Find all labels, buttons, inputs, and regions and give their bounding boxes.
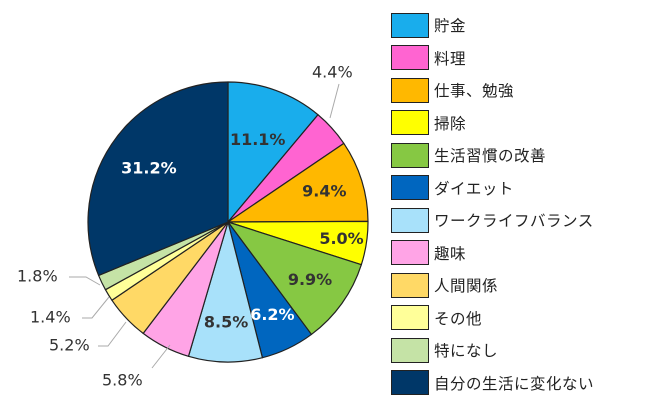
legend-item: 人間関係 bbox=[391, 269, 661, 302]
legend-swatch bbox=[391, 142, 429, 168]
pie-label-3: 9.4% bbox=[302, 182, 346, 201]
pie-slice-12 bbox=[87, 81, 229, 277]
pie-label-6: 6.2% bbox=[250, 305, 294, 324]
legend-label: 料理 bbox=[434, 49, 467, 68]
leader-line-8 bbox=[151, 344, 171, 369]
legend-item: 貯金 bbox=[391, 9, 661, 42]
leader-line-9 bbox=[98, 321, 127, 347]
legend-label: 生活習慣の改善 bbox=[434, 147, 547, 166]
legend-label: 貯金 bbox=[434, 17, 467, 36]
legend-label: 仕事、勉強 bbox=[434, 82, 515, 101]
legend-item: 掃除 bbox=[391, 107, 661, 140]
leader-line-10 bbox=[82, 296, 110, 319]
legend-item: 趣味 bbox=[391, 237, 661, 270]
legend-item: ダイエット bbox=[391, 172, 661, 205]
pie-percent-labels: 11.1% 4.4% 9.4% 5.0% 9.9% 6.2%8.5% 5.8% 5.2% 1.4… bbox=[17, 63, 364, 390]
legend-swatch bbox=[391, 110, 429, 136]
pie-label-9: 5.2% bbox=[49, 336, 90, 355]
leader-line-11 bbox=[69, 276, 101, 286]
chart-legend: 貯金料理仕事、勉強掃除生活習慣の改善 ダイエットワークライフバランス 趣味人間関係そ… bbox=[391, 9, 661, 399]
pie-slice-3 bbox=[227, 142, 369, 223]
pie-label-2: 4.4% bbox=[312, 63, 353, 82]
legend-swatch bbox=[391, 337, 429, 363]
pie-label-5: 9.9% bbox=[288, 270, 332, 289]
legend-swatch bbox=[391, 272, 429, 298]
pie-label-12: 31.2% bbox=[121, 159, 177, 178]
legend-swatch bbox=[391, 305, 429, 331]
legend-item: 料理 bbox=[391, 42, 661, 75]
pie-label-7: 8.5% bbox=[204, 312, 248, 331]
legend-swatch bbox=[391, 370, 429, 396]
legend-label: ダイエット bbox=[434, 179, 514, 198]
pie-label-4: 5.0% bbox=[319, 229, 363, 248]
pie-label-10: 1.4% bbox=[30, 308, 71, 327]
pie-label-1: 11.1% bbox=[230, 130, 286, 149]
leader-line-2 bbox=[329, 83, 340, 119]
legend-item: 生活習慣の改善 bbox=[391, 139, 661, 172]
legend-swatch bbox=[391, 45, 429, 71]
pie-label-11: 1.8% bbox=[17, 267, 58, 286]
legend-swatch bbox=[391, 207, 429, 233]
label-leader-lines bbox=[69, 83, 340, 369]
legend-item: 自分の生活に変化ない bbox=[391, 367, 661, 400]
pie-slice-1 bbox=[227, 81, 319, 223]
legend-label: その他 bbox=[434, 309, 483, 328]
legend-label: 自分の生活に変化ない bbox=[434, 374, 595, 393]
legend-label: 人間関係 bbox=[434, 277, 499, 296]
legend-swatch bbox=[391, 77, 429, 103]
legend-label: 特になし bbox=[434, 342, 499, 361]
legend-item: ワークライフバランス bbox=[391, 204, 661, 237]
pie-slice-5 bbox=[227, 221, 362, 336]
legend-label: ワークライフバランス bbox=[434, 212, 594, 231]
legend-label: 趣味 bbox=[434, 244, 467, 263]
legend-item: その他 bbox=[391, 302, 661, 335]
legend-swatch bbox=[391, 175, 429, 201]
legend-label: 掃除 bbox=[434, 114, 467, 133]
legend-item: 特になし bbox=[391, 334, 661, 367]
legend-item: 仕事、勉強 bbox=[391, 74, 661, 107]
legend-swatch bbox=[391, 240, 429, 266]
pie-label-8: 5.8% bbox=[102, 371, 143, 390]
legend-swatch bbox=[391, 12, 429, 38]
pie-slices bbox=[87, 81, 369, 363]
